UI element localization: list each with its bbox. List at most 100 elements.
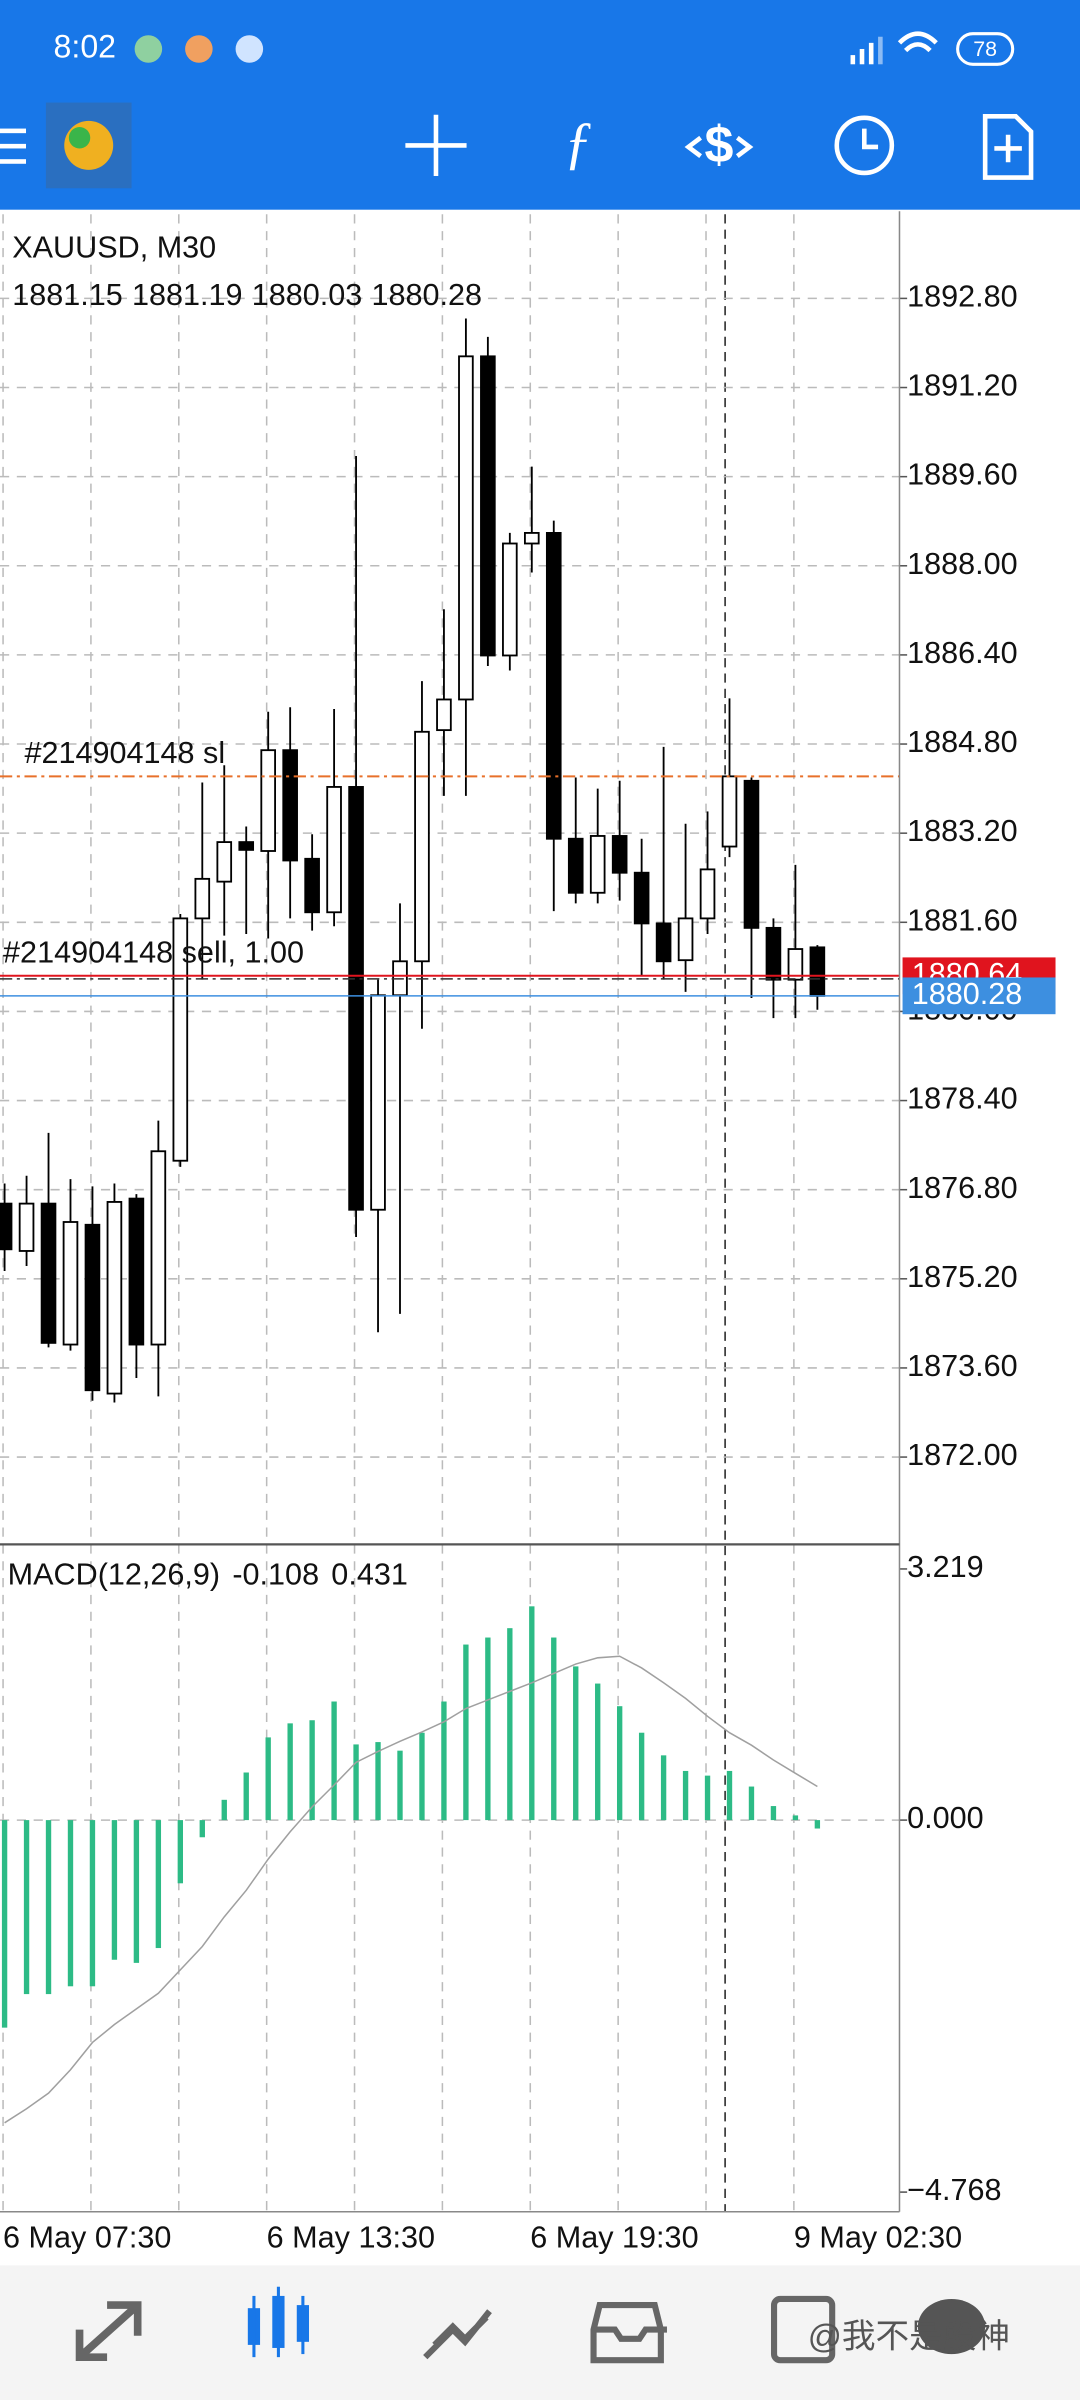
candle-body bbox=[150, 1150, 167, 1346]
candle-body bbox=[611, 835, 628, 874]
candle-body bbox=[809, 946, 826, 997]
candle-body bbox=[414, 730, 430, 963]
y-tick-label: 1888.00 bbox=[907, 547, 1018, 581]
macd-bar bbox=[441, 1701, 447, 1821]
quotes-tab[interactable] bbox=[75, 2301, 142, 2361]
candle-body bbox=[567, 837, 584, 894]
x-tick-label: 6 May 19:30 bbox=[530, 2220, 698, 2254]
y-tick-label: 1875.20 bbox=[907, 1260, 1018, 1294]
candle-body bbox=[721, 775, 738, 848]
macd-bar bbox=[507, 1628, 513, 1821]
y-tick-label: 1881.60 bbox=[907, 903, 1018, 937]
app-logo-mark bbox=[64, 120, 114, 170]
candle-body bbox=[787, 948, 804, 981]
news-tab[interactable] bbox=[770, 2295, 836, 2364]
new-order-button[interactable] bbox=[982, 114, 1034, 180]
candle-body bbox=[304, 857, 320, 914]
macd-bar bbox=[133, 1820, 140, 1963]
candle-body bbox=[699, 868, 716, 920]
trade-button-arrows bbox=[684, 135, 754, 158]
macd-bar bbox=[704, 1775, 711, 1821]
y-tick-label: 1892.80 bbox=[907, 279, 1018, 313]
candle-body bbox=[655, 922, 672, 963]
macd-bar bbox=[331, 1701, 337, 1821]
macd-bar bbox=[353, 1744, 359, 1821]
candle-body bbox=[84, 1223, 101, 1392]
wifi-icon bbox=[897, 31, 938, 53]
macd-bar bbox=[419, 1732, 425, 1821]
clock: 8:02 bbox=[54, 28, 117, 64]
menu-button[interactable] bbox=[0, 128, 27, 164]
candle-body bbox=[436, 698, 452, 732]
macd-bar bbox=[463, 1644, 469, 1821]
period-button[interactable] bbox=[834, 115, 895, 176]
chart-tab[interactable] bbox=[247, 2286, 310, 2358]
y-tick-label: 1876.80 bbox=[907, 1171, 1018, 1205]
macd-bar bbox=[23, 1820, 30, 1995]
candle-body bbox=[128, 1197, 145, 1346]
macd-readout: MACD(12,26,9) -0.108 0.431 bbox=[8, 1558, 408, 1592]
macd-bar bbox=[726, 1770, 733, 1821]
status-icon bbox=[185, 35, 213, 63]
new-order-plus bbox=[994, 134, 1022, 163]
candle-body bbox=[40, 1202, 57, 1344]
battery-level: 78 bbox=[973, 37, 997, 61]
macd-bar bbox=[375, 1742, 381, 1821]
crosshair-button[interactable] bbox=[405, 114, 467, 177]
ohlc-readout: 1881.15 1881.19 1880.03 1880.28 bbox=[12, 278, 482, 312]
x-tick-label: 6 May 07:30 bbox=[3, 2220, 171, 2254]
x-tick-label: 9 May 02:30 bbox=[794, 2220, 962, 2254]
macd-bar bbox=[199, 1820, 205, 1838]
watermark: @我不是股神 bbox=[808, 2318, 1010, 2356]
candle-body bbox=[370, 994, 386, 1211]
price-tag bbox=[902, 977, 1056, 1015]
candle-body bbox=[523, 532, 540, 545]
y-tick-label: 1886.40 bbox=[907, 636, 1018, 670]
y-tick-label: 0.000 bbox=[907, 1801, 984, 1835]
y-tick-label: 1873.60 bbox=[907, 1349, 1018, 1383]
candle-body bbox=[194, 877, 211, 920]
chat-tab[interactable] bbox=[917, 2298, 986, 2355]
y-tick-label: 1878.40 bbox=[907, 1082, 1018, 1116]
battery bbox=[956, 32, 1015, 66]
candle-body bbox=[282, 749, 298, 862]
candle-body bbox=[260, 749, 276, 852]
macd-bar bbox=[221, 1799, 227, 1821]
macd-bar bbox=[814, 1820, 821, 1829]
macd-bar bbox=[748, 1786, 755, 1821]
macd-bar bbox=[89, 1820, 96, 1987]
status-icon bbox=[134, 35, 163, 63]
macd-bar bbox=[660, 1755, 667, 1821]
candle-body bbox=[743, 779, 760, 929]
candle-body bbox=[0, 1202, 13, 1251]
trade-tab[interactable] bbox=[423, 2309, 492, 2360]
period-hands bbox=[862, 128, 879, 150]
app-logo-mark bbox=[68, 127, 91, 149]
macd-bar bbox=[265, 1737, 271, 1821]
header-bg bbox=[0, 0, 1080, 210]
candle-body bbox=[238, 841, 255, 851]
macd-bar bbox=[177, 1820, 184, 1884]
signal-icon bbox=[850, 36, 883, 65]
macd-bar bbox=[155, 1820, 162, 1949]
y-tick-label: 1872.00 bbox=[907, 1438, 1018, 1472]
macd-bar bbox=[67, 1820, 74, 1987]
nav-bar bbox=[0, 2265, 1080, 2400]
macd-bar bbox=[309, 1720, 315, 1821]
indicators-button[interactable]: ƒ bbox=[564, 110, 593, 175]
price-tag-label: 1880.28 bbox=[912, 977, 1023, 1011]
macd-bar bbox=[1, 1820, 8, 2028]
candle-body bbox=[480, 355, 496, 657]
history-tab[interactable] bbox=[590, 2302, 667, 2364]
candle-body bbox=[633, 871, 650, 925]
y-tick-label: 1883.20 bbox=[907, 814, 1018, 848]
macd-bar bbox=[397, 1750, 403, 1821]
trade-button[interactable]: $ bbox=[705, 116, 734, 174]
candle-body bbox=[458, 355, 474, 701]
macd-bar bbox=[551, 1637, 557, 1821]
x-tick-label: 6 May 13:30 bbox=[267, 2220, 435, 2254]
status-icon bbox=[235, 35, 264, 63]
candle-body bbox=[106, 1201, 123, 1395]
y-tick-label: 1884.80 bbox=[907, 725, 1018, 759]
